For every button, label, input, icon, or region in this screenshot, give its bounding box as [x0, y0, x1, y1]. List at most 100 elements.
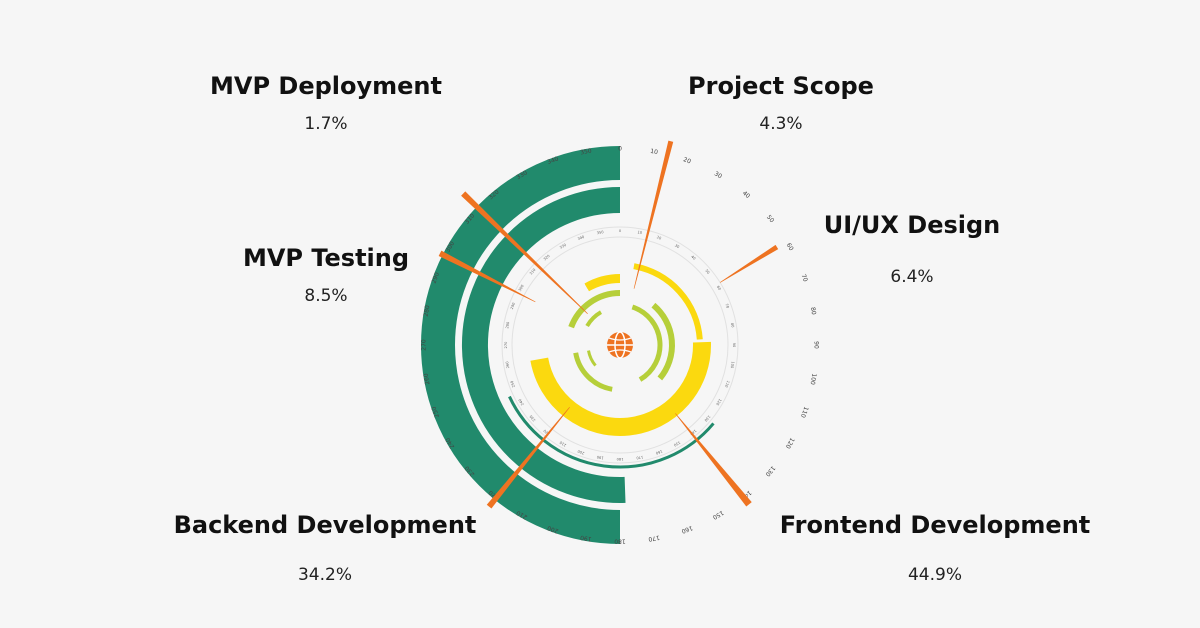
- label-value: 6.4%: [890, 267, 934, 287]
- outer-tick-label: 40: [741, 190, 751, 200]
- chart-arc: [461, 187, 626, 503]
- inner-tick-label: 70: [724, 303, 730, 309]
- outer-tick-label: 210: [515, 509, 529, 521]
- outer-tick-label: 260: [423, 373, 432, 386]
- inner-tick-label: 190: [596, 455, 604, 460]
- inner-tick-label: 290: [510, 301, 516, 309]
- globe-icon: [607, 331, 633, 359]
- inner-tick-label: 220: [542, 428, 550, 436]
- label-project-scope: Project Scope 4.3%: [663, 72, 899, 134]
- inner-tick-label: 200: [576, 449, 584, 455]
- inner-tick-label: 0: [619, 229, 622, 233]
- label-backend-development: Backend Development 34.2%: [140, 511, 510, 585]
- inner-tick-label: 210: [558, 440, 567, 447]
- leader-line: [633, 140, 674, 289]
- label-mvp-testing: MVP Testing 8.5%: [220, 244, 432, 306]
- outer-tick-label: 250: [430, 405, 441, 418]
- inner-tick-label: 310: [529, 267, 537, 275]
- inner-tick-label: 60: [716, 285, 722, 292]
- label-title: Project Scope: [688, 72, 874, 100]
- outer-tick-label: 0: [618, 146, 622, 153]
- inner-tick-label: 80: [730, 323, 735, 329]
- label-value: 34.2%: [297, 565, 352, 585]
- outer-tick-label: 170: [648, 534, 661, 543]
- label-title: MVP Deployment: [210, 72, 442, 100]
- outer-tick-label: 130: [764, 464, 777, 477]
- inner-tick-label: 340: [577, 235, 585, 241]
- inner-tick-label: 90: [732, 343, 736, 348]
- leader-line: [719, 244, 779, 283]
- leader-line: [486, 406, 570, 509]
- inner-tick-label: 230: [529, 414, 537, 422]
- inner-tick-label: 50: [704, 269, 710, 276]
- label-title: Frontend Development: [779, 511, 1091, 539]
- outer-tick-label: 30: [713, 170, 723, 180]
- label-frontend-development: Frontend Development 44.9%: [765, 511, 1105, 585]
- inner-tick-label: 280: [505, 321, 510, 329]
- inner-tick-label: 180: [616, 457, 624, 461]
- outer-tick-label: 190: [580, 534, 593, 543]
- outer-tick-label: 120: [784, 436, 796, 450]
- label-value: 4.3%: [759, 114, 803, 134]
- label-uiux-design: UI/UX Design 6.4%: [792, 211, 1032, 287]
- globe-icon-latitude: [608, 337, 632, 353]
- inner-tick-label: 20: [656, 235, 662, 241]
- data-arcs: [421, 146, 715, 544]
- chart-arc: [573, 352, 613, 392]
- chart-arc: [421, 146, 621, 544]
- outer-tick-label: 270: [421, 339, 428, 351]
- chart-arc: [633, 263, 703, 340]
- outer-tick-label: 200: [546, 524, 559, 535]
- chart-arc: [584, 274, 621, 289]
- inner-tick-label: 160: [654, 449, 662, 455]
- label-title: Backend Development: [173, 511, 477, 539]
- inner-tick-label: 170: [635, 455, 643, 460]
- leader-line: [438, 250, 536, 303]
- leader-lines: [438, 140, 779, 509]
- outer-tick-label: 180: [614, 538, 626, 545]
- outer-tick-label: 60: [785, 242, 795, 252]
- outer-tick-label: 150: [711, 509, 725, 521]
- inner-tick-label: 100: [730, 361, 735, 369]
- label-value: 44.9%: [907, 565, 962, 585]
- chart-arc: [530, 341, 711, 436]
- inner-tick-label: 140: [689, 429, 697, 437]
- outer-tick-label: 110: [799, 405, 810, 418]
- inner-tick-label: 320: [543, 254, 551, 262]
- outer-tick-label: 350: [580, 148, 593, 157]
- label-title: MVP Testing: [242, 244, 410, 272]
- outer-tick-label: 300: [444, 240, 456, 254]
- inner-tick-label: 300: [518, 283, 525, 292]
- outer-tick-label: 160: [680, 524, 693, 535]
- chart-arc: [568, 290, 621, 329]
- inner-tick-label: 250: [510, 379, 516, 387]
- chart-arc: [631, 304, 663, 382]
- leader-line: [675, 413, 752, 507]
- label-value: 8.5%: [304, 286, 348, 306]
- outer-tick-label: 100: [809, 373, 818, 386]
- inner-tick-label: 40: [690, 255, 697, 261]
- inner-tick-label: 270: [504, 341, 508, 349]
- outer-tick-label: 10: [650, 148, 659, 156]
- chart-arc: [587, 350, 597, 367]
- outer-tick-label: 240: [444, 436, 456, 450]
- inner-tick-label: 260: [505, 360, 510, 368]
- outer-tick-label: 330: [515, 169, 529, 181]
- leader-line: [461, 191, 588, 314]
- outer-tick-label: 20: [682, 156, 692, 165]
- outer-tick-label: 340: [546, 155, 559, 166]
- inner-tick-label: 150: [672, 440, 681, 447]
- label-mvp-deployment: MVP Deployment 1.7%: [196, 72, 456, 134]
- inner-tick-label: 10: [637, 230, 643, 235]
- guide-circle: [501, 226, 739, 464]
- inner-tick-label: 130: [703, 414, 711, 422]
- outer-tick-label: 50: [765, 214, 775, 224]
- chart-arc: [651, 302, 675, 381]
- inner-tick-label: 350: [596, 230, 604, 235]
- inner-tick-label: 120: [715, 398, 722, 407]
- inner-tick-label: 30: [674, 243, 681, 249]
- outer-tick-label: 280: [423, 305, 432, 318]
- chart-arc: [585, 310, 603, 328]
- guide-circles: [501, 226, 739, 464]
